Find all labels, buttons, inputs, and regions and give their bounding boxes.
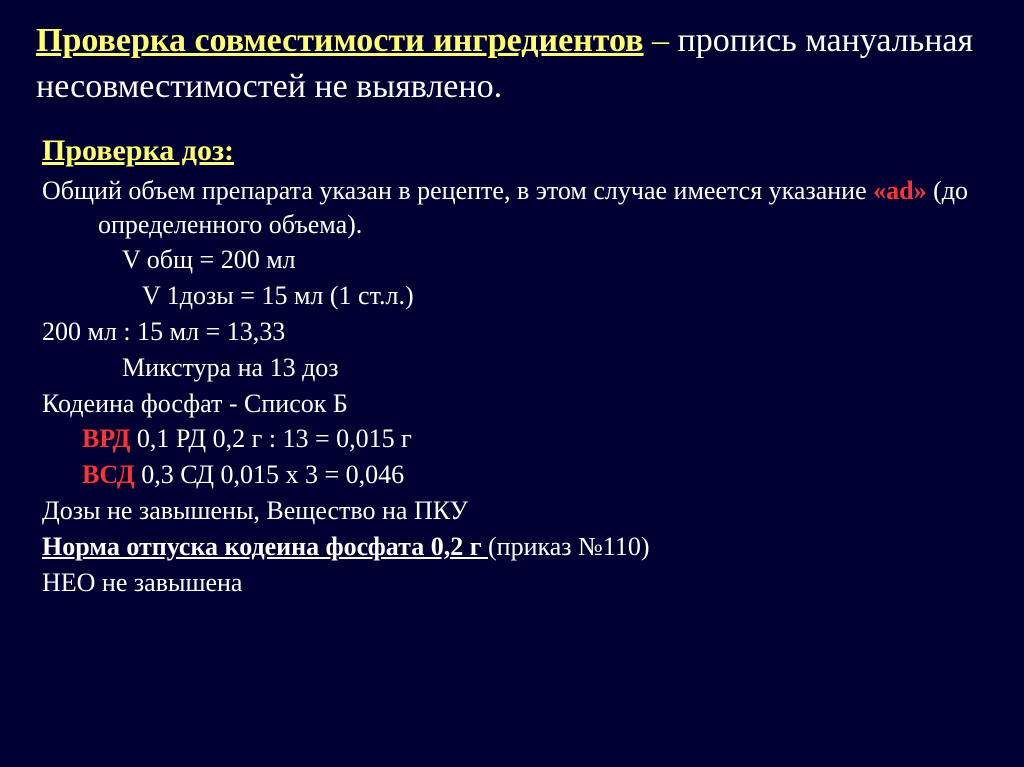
title-dash: –	[644, 22, 678, 59]
line-10b: (приказ №110)	[488, 532, 650, 561]
line-8-rest: 0,3 СД 0,015 х 3 = 0,046	[135, 460, 404, 489]
line-10: Норма отпуска кодеина фосфата 0,2 г (при…	[42, 530, 996, 564]
line-7-rest: 0,1 РД 0,2 г : 13 = 0,015 г	[130, 424, 411, 453]
slide: Проверка совместимости ингредиентов – пр…	[0, 0, 1024, 767]
line-11: НЕО не завышена	[42, 566, 996, 600]
line-6: Кодеина фосфат - Список Б	[42, 387, 996, 421]
line-4: 200 мл : 15 мл = 13,33	[42, 315, 996, 349]
line-1-ad: «ad»	[873, 176, 926, 205]
section-heading: Проверка доз:	[42, 134, 996, 168]
line-7: ВРД 0,1 РД 0,2 г : 13 = 0,015 г	[42, 422, 996, 456]
content-block: Проверка доз: Общий объем препарата указ…	[42, 134, 996, 600]
slide-title: Проверка совместимости ингредиентов – пр…	[36, 18, 996, 110]
line-1a: Общий объем препарата указан в рецепте, …	[42, 176, 873, 205]
line-1: Общий объем препарата указан в рецепте, …	[42, 174, 996, 242]
line-9: Дозы не завышены, Вещество на ПКУ	[42, 494, 996, 528]
line-2: V общ = 200 мл	[42, 243, 996, 277]
line-8: ВСД 0,3 СД 0,015 х 3 = 0,046	[42, 458, 996, 492]
line-7-vrd: ВРД	[82, 424, 130, 453]
title-part1: Проверка совместимости ингредиентов	[36, 22, 644, 59]
line-3: V 1дозы = 15 мл (1 ст.л.)	[42, 279, 996, 313]
line-5: Микстура на 13 доз	[42, 351, 996, 385]
line-8-vsd: ВСД	[82, 460, 135, 489]
line-10a: Норма отпуска кодеина фосфата 0,2 г	[42, 532, 488, 561]
